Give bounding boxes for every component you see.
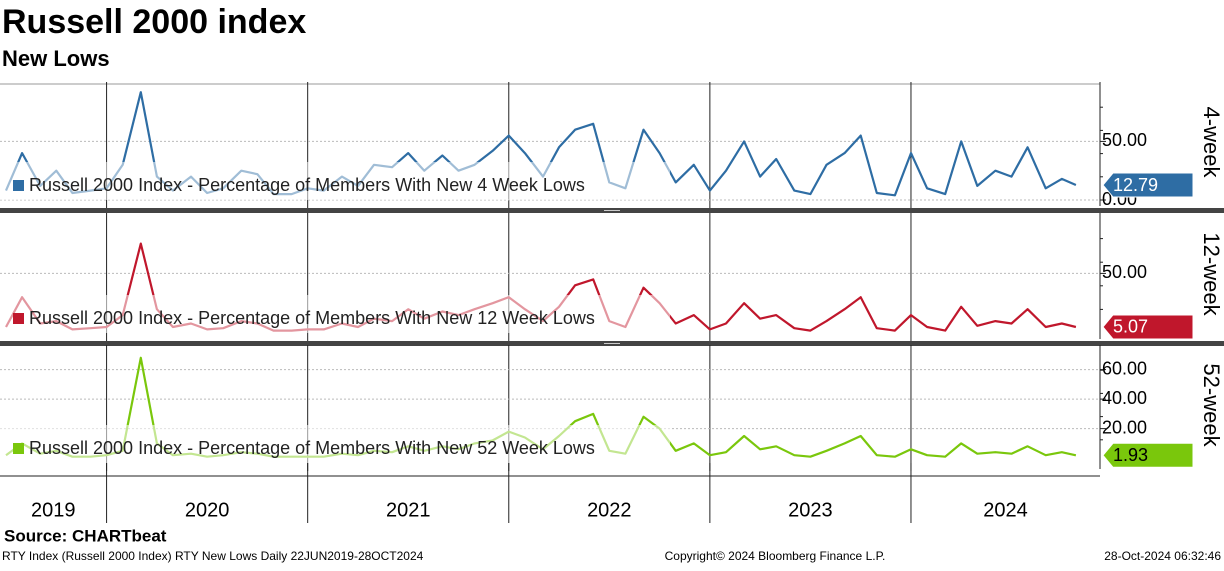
x-tick-label: 2020 <box>185 499 230 521</box>
legend-label: Russell 2000 Index - Percentage of Membe… <box>29 175 585 195</box>
y-tick-label: 60.00 <box>1102 358 1147 378</box>
x-tick-label: 2019 <box>31 499 76 521</box>
end-badge <box>1102 314 1194 340</box>
y-axis-label: 12-week <box>1199 232 1224 316</box>
x-tick-label: 2024 <box>983 499 1028 521</box>
end-label: 5.07 <box>1113 317 1148 337</box>
title: Russell 2000 index <box>2 3 306 41</box>
footer-right: 28-Oct-2024 06:32:46 <box>1104 549 1221 563</box>
y-axis-label: 52-week <box>1199 363 1224 447</box>
legend-label: Russell 2000 Index - Percentage of Membe… <box>29 438 595 458</box>
end-badge <box>1102 442 1194 468</box>
legend-box <box>0 425 670 463</box>
y-axis-label: 4-week <box>1199 107 1224 179</box>
legend-swatch <box>13 443 24 454</box>
legend-box <box>0 162 670 200</box>
legend-label: Russell 2000 Index - Percentage of Membe… <box>29 308 595 328</box>
y-tick-label: 50.00 <box>1102 262 1147 282</box>
footer-left: RTY Index (Russell 2000 Index) RTY New L… <box>2 549 424 563</box>
y-tick-label: 20.00 <box>1102 417 1147 437</box>
end-label: 1.93 <box>1113 445 1148 465</box>
legend-swatch <box>13 180 24 191</box>
source: Source: CHARTbeat <box>4 526 167 545</box>
footer-center: Copyright© 2024 Bloomberg Finance L.P. <box>665 549 886 563</box>
x-tick-label: 2021 <box>386 499 431 521</box>
y-tick-label: 40.00 <box>1102 388 1147 408</box>
x-tick-label: 2023 <box>788 499 833 521</box>
x-tick-label: 2022 <box>587 499 632 521</box>
end-badge <box>1102 172 1194 198</box>
legend-box <box>0 295 670 333</box>
subtitle: New Lows <box>2 46 110 71</box>
end-label: 12.79 <box>1113 175 1158 195</box>
legend-swatch <box>13 313 24 324</box>
y-tick-label: 50.00 <box>1102 130 1147 150</box>
